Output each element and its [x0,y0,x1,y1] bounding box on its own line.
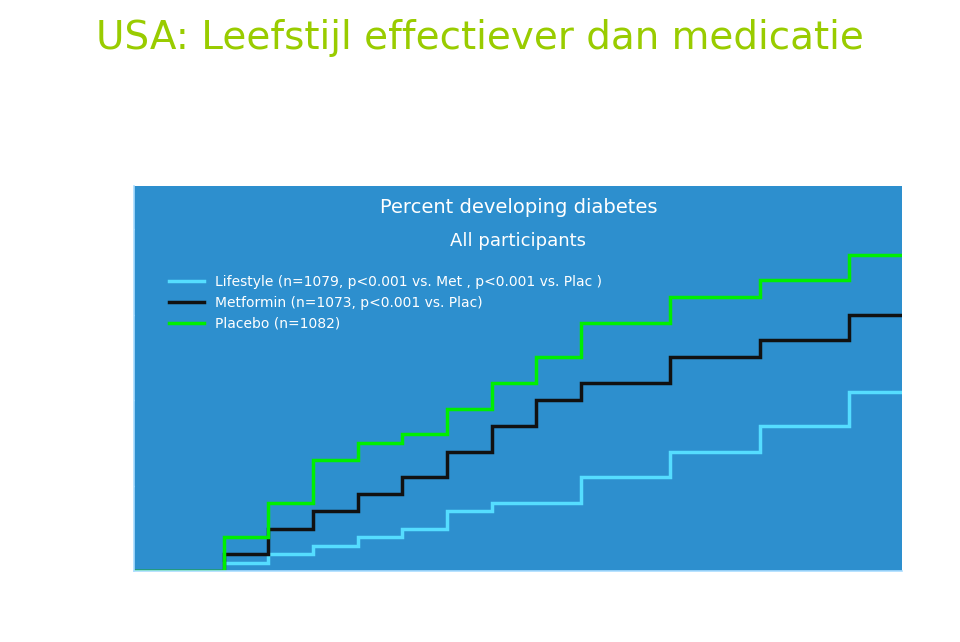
Text: USA: Leefstijl effectiever dan medicatie: USA: Leefstijl effectiever dan medicatie [96,19,864,57]
Text: Percent developing diabetes: Percent developing diabetes [379,198,658,217]
Legend: Lifestyle (n=1079, p<0.001 vs. Met , p<0.001 vs. Plac ), Metformin (n=1073, p<0.: Lifestyle (n=1079, p<0.001 vs. Met , p<0… [163,270,608,336]
Text: All participants: All participants [450,232,587,250]
X-axis label: Years from randomization: Years from randomization [403,607,634,625]
Y-axis label: Cumulative incidence (%): Cumulative incidence (%) [76,272,94,485]
